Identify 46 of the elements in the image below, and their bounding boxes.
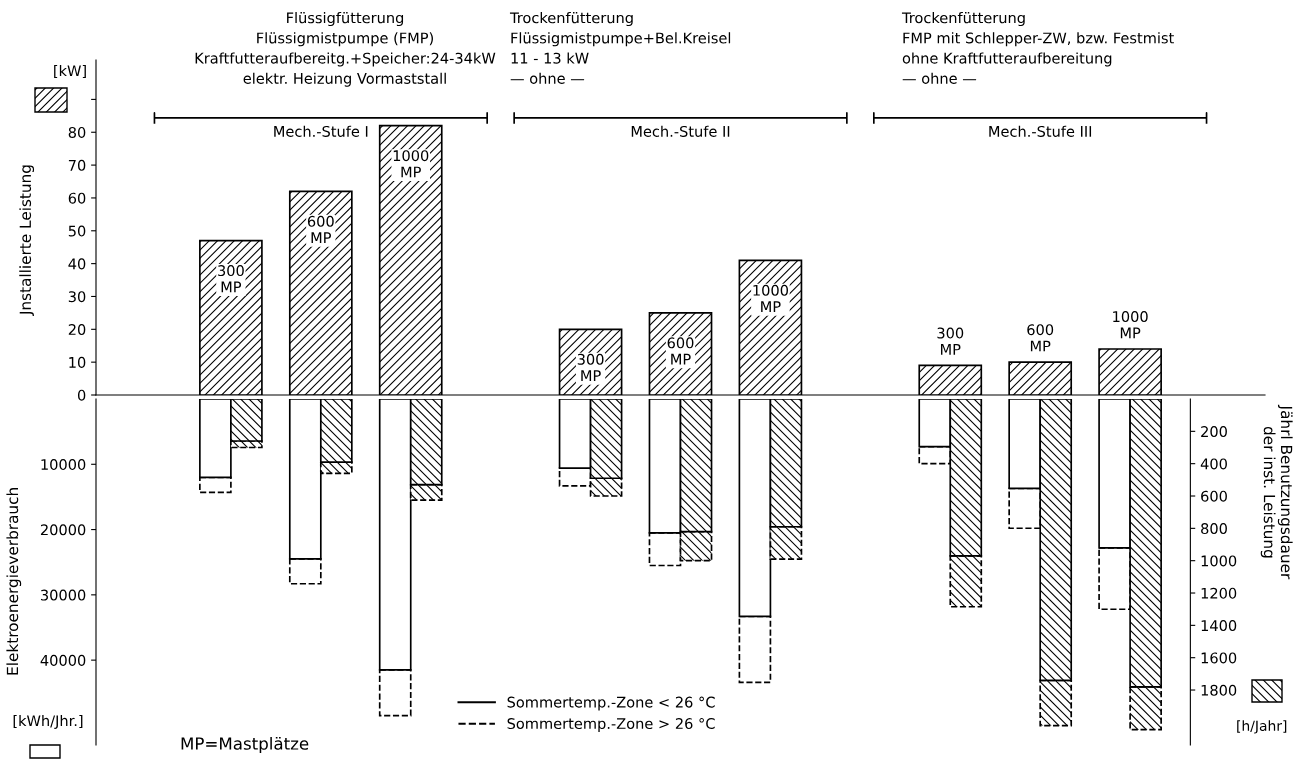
y-tick-label: 30000 (41, 589, 86, 601)
x-tick-label: 1000 MP (393, 150, 429, 178)
x-tick-label: 300 MP (218, 265, 244, 293)
x-tick-label: 600 MP (1027, 324, 1054, 352)
y2-tick-label: 1800 (1201, 684, 1237, 696)
y2-tick-label: 1000 (1201, 555, 1237, 567)
legend-label: Sommertemp.-Zone < 26 °C (507, 696, 715, 711)
y2-tick-label: 400 (1200, 458, 1227, 470)
y-tick-label: 0 (77, 389, 86, 401)
y2-axis-title: Jährl Benutzungsdauer der inst. Leistung (1260, 404, 1293, 580)
y-tick-label: 10000 (41, 459, 86, 471)
y2-tick-label: 600 (1201, 490, 1227, 502)
y-tick-label: 60 (68, 192, 86, 204)
y2-tick-label: 1600 (1201, 652, 1237, 664)
y-tick-label: 40 (68, 258, 86, 270)
annotation: [h/Jahr] (1237, 720, 1287, 734)
y2-tick-label: 1400 (1201, 620, 1237, 632)
y-axis-title: Elektroenergieverbrauch (6, 488, 22, 675)
x-tick-label: 1000 MP (753, 284, 789, 312)
y2-tick-label: 800 (1201, 523, 1227, 535)
y-tick-label: 10 (69, 356, 86, 368)
y-tick-label: 50 (68, 225, 86, 237)
y-axis-title: Jnstallierte Leistung (19, 165, 35, 316)
annotation: MP=Mastplätze (181, 736, 309, 754)
annotation: Mech.-Stufe II (631, 125, 730, 137)
x-tick-label: 1000 MP (1113, 311, 1148, 339)
annotation: Mech.-Stufe I (274, 125, 368, 137)
text: [kW] (54, 64, 86, 78)
annotation: Flüssigfütterung Flüssigmistpumpe (FMP) Kraftfutteraufbereitg.+Speicher:24-34kW elektr. Heizung Vormaststall (195, 12, 496, 87)
y-tick-label: 70 (68, 159, 86, 171)
text: [kWh/Jhr.] (13, 714, 83, 729)
legend-label: Sommertemp.-Zone > 26 °C (507, 718, 715, 732)
annotation: Trockenfütterung Flüssigmistpumpe+Bel.Kreisel 11 - 13 kW — ohne — (509, 12, 731, 84)
annotation: Mech.-Stufe III (989, 125, 1092, 137)
y2-tick-label: 200 (1201, 426, 1227, 438)
annotation: Trockenfütterung FMP mit Schlepper-ZW, bzw. Festmist ohne Kraftfutteraufbereitung — ohne — (901, 12, 1174, 84)
y-tick-label: 20000 (40, 524, 86, 536)
y-tick-label: 30 (68, 291, 86, 303)
x-tick-label: 300 MP (577, 353, 604, 381)
x-tick-label: 600 MP (307, 215, 334, 243)
y-tick-label: 40000 (40, 654, 86, 666)
x-tick-label: 300 MP (937, 327, 964, 355)
x-tick-label: 600 MP (667, 337, 694, 365)
y2-tick-label: 1200 (1201, 587, 1237, 599)
y-tick-label: 20 (68, 324, 86, 336)
y-tick-label: 80 (68, 126, 86, 138)
